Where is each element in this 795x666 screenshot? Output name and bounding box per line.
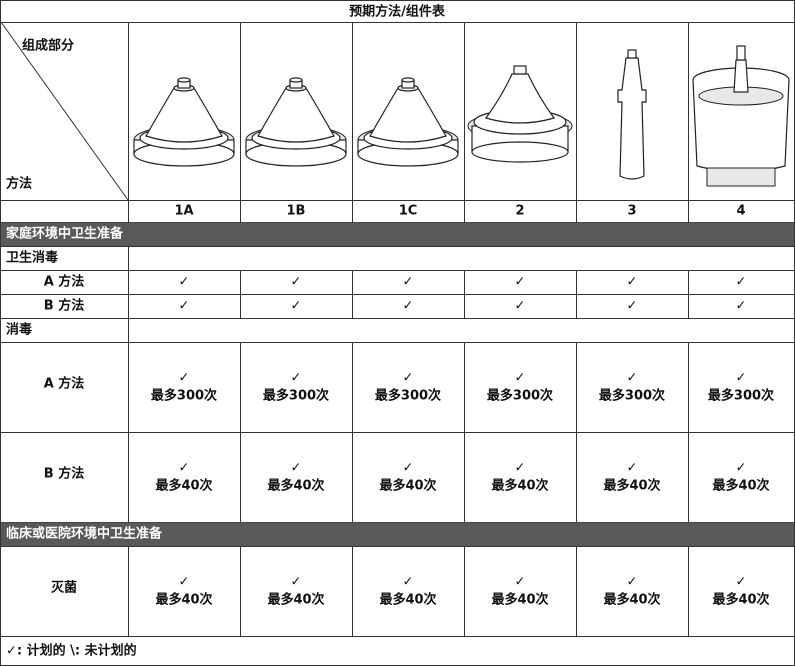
cell-note: 最多300次 xyxy=(375,388,441,404)
cell-mark: ✓ xyxy=(291,461,302,476)
cell-mark: ✓ xyxy=(403,575,414,590)
column-label: 1C xyxy=(399,204,418,219)
cell-mark: ✓ xyxy=(627,371,638,386)
corner-diagonal xyxy=(0,21,129,201)
table-title: 预期方法/组件表 xyxy=(349,4,446,20)
cell-mark: ✓ xyxy=(736,275,747,290)
section-title: 临床或医院环境中卫生准备 xyxy=(6,526,163,542)
cell-note: 最多40次 xyxy=(267,592,324,608)
cell-mark: ✓ xyxy=(179,371,190,386)
cell-mark: ✓ xyxy=(291,299,302,314)
cell-note: 最多300次 xyxy=(151,388,217,404)
cell-mark: ✓ xyxy=(515,371,526,386)
cell-note: 最多300次 xyxy=(487,388,553,404)
cell-mark: ✓ xyxy=(403,461,414,476)
column-label: 2 xyxy=(515,204,524,219)
cell-note: 最多40次 xyxy=(155,478,212,494)
cell-mark: ✓ xyxy=(291,371,302,386)
cell-note: 最多300次 xyxy=(708,388,774,404)
cell-note: 最多40次 xyxy=(603,478,660,494)
section-band xyxy=(1,522,794,547)
cell-note: 最多40次 xyxy=(491,478,548,494)
cell-mark: ✓ xyxy=(736,299,747,314)
row-label: A 方法 xyxy=(44,376,85,392)
cell-note: 最多300次 xyxy=(599,388,665,404)
cell-mark: ✓ xyxy=(179,461,190,476)
cell-note: 最多40次 xyxy=(712,592,769,608)
cell-mark: ✓ xyxy=(627,275,638,290)
cell-note: 最多300次 xyxy=(263,388,329,404)
cell-mark: ✓ xyxy=(179,275,190,290)
cell-mark: ✓ xyxy=(515,461,526,476)
row-label: B 方法 xyxy=(44,466,84,482)
cell-mark: ✓ xyxy=(736,461,747,476)
column-label: 4 xyxy=(736,204,745,219)
cell-note: 最多40次 xyxy=(155,592,212,608)
cell-mark: ✓ xyxy=(179,299,190,314)
column-label: 1B xyxy=(287,204,306,219)
component-4 xyxy=(692,45,790,187)
cell-mark: ✓ xyxy=(627,575,638,590)
cell-mark: ✓ xyxy=(403,371,414,386)
group-title: 卫生消毒 xyxy=(6,250,58,266)
component-2 xyxy=(467,65,573,163)
cell-mark: ✓ xyxy=(179,575,190,590)
cell-mark: ✓ xyxy=(291,275,302,290)
component-3 xyxy=(617,49,647,180)
group-title: 消毒 xyxy=(6,322,32,338)
cell-note: 最多40次 xyxy=(603,592,660,608)
cell-mark: ✓ xyxy=(627,299,638,314)
cell-note: 最多40次 xyxy=(491,592,548,608)
cell-mark: ✓ xyxy=(515,299,526,314)
cell-note: 最多40次 xyxy=(379,478,436,494)
column-label: 3 xyxy=(627,204,636,219)
cell-mark: ✓ xyxy=(515,275,526,290)
cell-mark: ✓ xyxy=(403,299,414,314)
corner-top: 组成部分 xyxy=(22,38,74,54)
cell-mark: ✓ xyxy=(736,371,747,386)
component-image xyxy=(133,45,790,187)
cell-mark: ✓ xyxy=(627,461,638,476)
cell-note: 最多40次 xyxy=(379,592,436,608)
row-label: 灭菌 xyxy=(50,580,77,596)
corner-bottom: 方法 xyxy=(6,176,32,192)
cell-note: 最多40次 xyxy=(267,478,324,494)
column-label: 1A xyxy=(174,204,193,219)
cell-mark: ✓ xyxy=(291,575,302,590)
row-label: A 方法 xyxy=(44,274,85,290)
cell-mark: ✓ xyxy=(736,575,747,590)
section-band xyxy=(1,222,794,247)
section-title: 家庭环境中卫生准备 xyxy=(6,226,124,242)
cell-note: 最多40次 xyxy=(712,478,769,494)
footer-legend: ✓: 计划的 \: 未计划的 xyxy=(6,643,137,659)
cell-mark: ✓ xyxy=(515,575,526,590)
cell-mark: ✓ xyxy=(403,275,414,290)
row-label: B 方法 xyxy=(44,298,84,314)
